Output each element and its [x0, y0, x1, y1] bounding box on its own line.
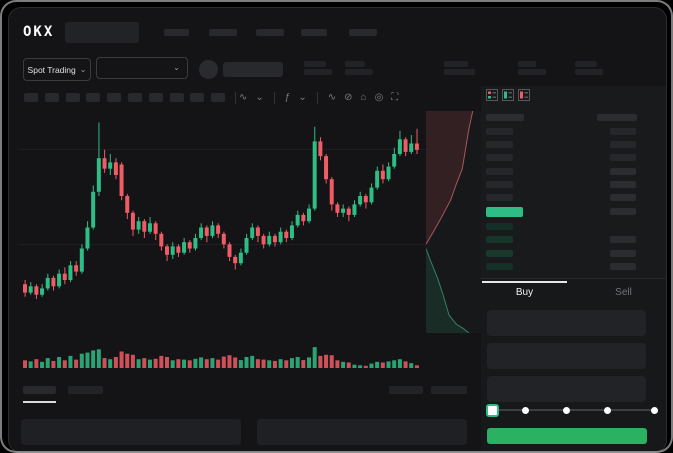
ask-row-price[interactable]	[486, 168, 513, 175]
ticker-stat-skeleton	[304, 69, 332, 75]
pair-icon	[199, 60, 218, 79]
interval-button-skeleton[interactable]	[169, 93, 184, 102]
interval-button-skeleton[interactable]	[190, 93, 205, 102]
ask-row-price[interactable]	[486, 194, 513, 201]
mid-row-amount[interactable]	[610, 208, 636, 215]
chevron-down-icon: ⌄	[173, 63, 180, 72]
chart-style-icon[interactable]: ∿	[239, 92, 248, 103]
okx-logo[interactable]: OKX	[23, 24, 55, 40]
ask-row-amount[interactable]	[610, 194, 636, 201]
ticker-stat-skeleton	[345, 69, 373, 75]
interval-button-skeleton[interactable]	[65, 93, 80, 102]
divider	[481, 278, 666, 279]
interval-button-skeleton[interactable]	[86, 93, 101, 102]
ticker-stat-skeleton	[345, 61, 365, 67]
bottom-tab-skeleton[interactable]	[68, 386, 103, 394]
nav-item-skeleton[interactable]	[349, 29, 377, 36]
trendline-icon[interactable]: ∿	[327, 92, 337, 103]
ask-row-amount[interactable]	[610, 128, 636, 135]
toolbar-divider	[316, 91, 318, 104]
app-window: OKX Spot Trading ⌄ ⌄ ∿ ⌄ ƒ ⌄ ∿ ⊘ ⌂ ◎ ⛶	[8, 7, 667, 453]
market-type-selector[interactable]: Spot Trading ⌄	[23, 58, 91, 81]
search-bar-skeleton[interactable]	[65, 22, 139, 43]
ticker-stat-skeleton	[444, 69, 475, 75]
bid-row-price[interactable]	[486, 263, 513, 270]
pair-name-skeleton	[223, 62, 283, 77]
orders-table-skeleton	[21, 419, 241, 445]
ask-row-amount[interactable]	[610, 154, 636, 161]
bid-row-price[interactable]	[486, 236, 513, 243]
depth-chart	[426, 111, 481, 333]
orderbook-header-skeleton	[597, 114, 637, 121]
ticker-stat-skeleton	[444, 61, 468, 67]
book-all-icon[interactable]	[486, 89, 498, 101]
ask-row-amount[interactable]	[610, 168, 636, 175]
ticker-stat-skeleton	[575, 69, 603, 75]
book-asks-icon[interactable]	[518, 89, 530, 101]
nav-item-skeleton[interactable]	[209, 29, 237, 36]
order-panel: Buy Sell	[481, 86, 666, 452]
percent-slider-dot[interactable]	[651, 407, 658, 414]
bottom-tab-active-skeleton[interactable]	[23, 386, 56, 394]
interval-button-skeleton[interactable]	[24, 93, 38, 102]
nav-item-skeleton[interactable]	[301, 29, 327, 36]
ticker-stat-skeleton	[575, 61, 597, 67]
tab-sell[interactable]: Sell	[615, 287, 632, 298]
amount-input[interactable]	[487, 343, 646, 369]
last-price-highlight[interactable]	[486, 207, 523, 217]
bid-row-amount[interactable]	[610, 250, 636, 257]
ask-row-price[interactable]	[486, 141, 513, 148]
ticker-stat-skeleton	[304, 61, 326, 67]
expand-icon[interactable]: ⛶	[391, 92, 399, 103]
bottom-action-skeleton[interactable]	[389, 386, 423, 394]
ask-row-price[interactable]	[486, 154, 513, 161]
orderbook-header-skeleton	[486, 114, 524, 121]
nav-item-skeleton[interactable]	[164, 29, 189, 36]
bid-row-amount[interactable]	[610, 236, 636, 243]
chevron-down-icon[interactable]: ⌄	[298, 92, 307, 103]
price-chart[interactable]	[19, 106, 429, 378]
buy-tab-indicator	[482, 281, 567, 283]
ticker-stat-skeleton	[518, 69, 546, 75]
market-type-label: Spot Trading	[27, 64, 76, 75]
percent-slider-dot[interactable]	[563, 407, 570, 414]
percent-slider-track[interactable]	[491, 409, 658, 411]
percent-slider-handle[interactable]	[486, 404, 499, 417]
nav-item-skeleton[interactable]	[256, 29, 284, 36]
toolbar-divider	[273, 91, 275, 104]
chevron-down-icon[interactable]: ⌄	[255, 92, 264, 103]
ticker-stat-skeleton	[518, 61, 536, 67]
screenshot-icon[interactable]: ⌂	[360, 92, 367, 103]
bid-row-price[interactable]	[486, 250, 513, 257]
settings-icon[interactable]: ◎	[374, 92, 384, 103]
interval-button-skeleton[interactable]	[107, 93, 122, 102]
indicator-icon[interactable]: ƒ	[284, 92, 291, 103]
ask-row-amount[interactable]	[610, 181, 636, 188]
interval-button-skeleton[interactable]	[211, 93, 226, 102]
interval-button-skeleton[interactable]	[44, 93, 59, 102]
tab-buy[interactable]: Buy	[515, 287, 534, 298]
percent-slider-dot[interactable]	[604, 407, 611, 414]
chevron-down-icon: ⌄	[79, 64, 87, 74]
ask-row-price[interactable]	[486, 181, 513, 188]
bid-row-amount[interactable]	[610, 263, 636, 270]
interval-button-skeleton[interactable]	[148, 93, 163, 102]
bid-row-price[interactable]	[486, 223, 513, 230]
orders-table-skeleton	[257, 419, 467, 445]
chart-toolbar-icons: ∿ ⌄ ƒ ⌄ ∿ ⊘ ⌂ ◎ ⛶	[239, 91, 398, 104]
total-input[interactable]	[487, 376, 646, 402]
pair-dropdown[interactable]: ⌄	[96, 57, 188, 79]
book-bids-icon[interactable]	[502, 89, 514, 101]
ask-row-price[interactable]	[486, 128, 513, 135]
buy-button[interactable]	[487, 428, 647, 444]
bottom-action-skeleton[interactable]	[431, 386, 467, 394]
percent-slider-dot[interactable]	[522, 407, 529, 414]
ask-row-amount[interactable]	[610, 141, 636, 148]
price-input[interactable]	[487, 310, 646, 336]
bottom-tab-indicator	[23, 401, 56, 403]
interval-button-skeleton[interactable]	[128, 93, 142, 102]
brush-icon[interactable]: ⊘	[344, 92, 353, 103]
